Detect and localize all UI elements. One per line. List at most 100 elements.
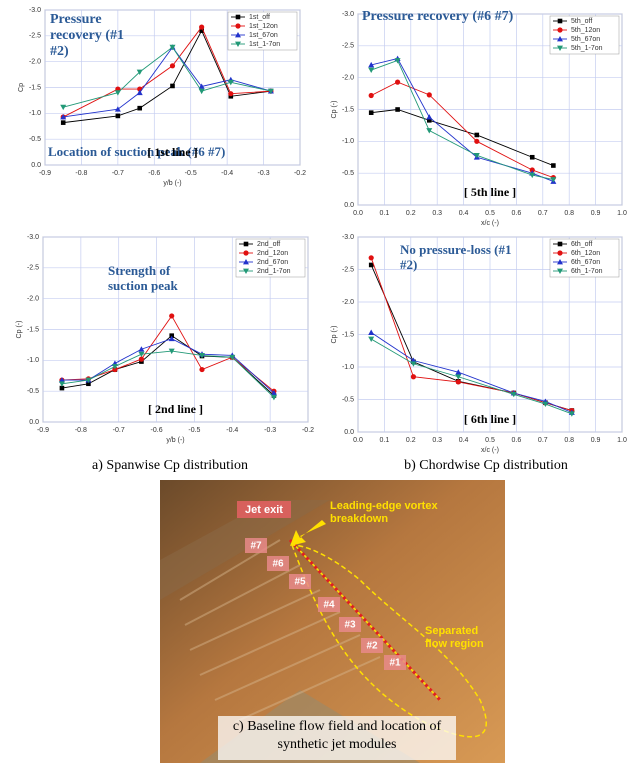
series-line — [371, 58, 554, 182]
annotation-box: Strength of suction peak — [108, 264, 178, 293]
marker — [394, 58, 401, 64]
x-tick-label: 0.4 — [459, 210, 469, 217]
marker — [529, 167, 535, 173]
panel-label: [ 5th line ] — [464, 185, 516, 199]
marker — [60, 120, 66, 125]
module-box — [339, 617, 361, 632]
x-tick-label: -0.8 — [75, 427, 87, 434]
y-tick-label: 0.0 — [344, 429, 354, 436]
y-tick-label: -2.5 — [27, 265, 39, 272]
y-tick-label: -2.0 — [342, 75, 354, 82]
x-tick-label: -0.6 — [148, 170, 160, 177]
marker — [86, 381, 91, 387]
panel-label: [ 2nd line ] — [148, 402, 203, 416]
legend-label: 6th_1-7on — [571, 268, 603, 275]
legend-marker — [235, 41, 241, 47]
marker — [169, 44, 176, 51]
marker — [368, 61, 375, 68]
marker — [455, 374, 462, 380]
marker — [138, 346, 145, 352]
marker — [228, 91, 234, 97]
module-label: #4 — [323, 600, 335, 611]
x-tick-label: 1.0 — [617, 210, 627, 217]
x-tick-label: 0.2 — [406, 210, 416, 217]
marker — [112, 366, 118, 373]
marker — [395, 79, 401, 85]
marker — [270, 390, 277, 396]
marker — [529, 154, 535, 160]
x-tick-label: 0.6 — [512, 210, 522, 217]
series-line — [370, 81, 554, 179]
marker — [426, 128, 433, 134]
x-tick-label: 0.5 — [485, 437, 495, 444]
jet-exit-box — [237, 501, 291, 518]
legend-label: 6th_off — [571, 241, 592, 248]
legend-marker — [557, 36, 563, 42]
x-tick-label: -0.4 — [226, 427, 238, 434]
photo-stripes — [179, 539, 381, 723]
legend-marker — [235, 32, 241, 38]
y-tick-label: 0.0 — [29, 419, 39, 426]
x-tick-label: 0.3 — [432, 437, 442, 444]
annotation-box: No pressure-loss (#1 #2) — [400, 243, 511, 272]
x-tick-label: 0.0 — [353, 210, 363, 217]
x-tick-label: 0.6 — [512, 437, 522, 444]
series-line — [370, 332, 573, 413]
y-tick-label: -3.0 — [342, 234, 354, 241]
module-box — [361, 638, 383, 653]
y-tick-label: -3.0 — [342, 11, 354, 18]
legend-marker — [557, 45, 563, 51]
panel-label: [ 6th line ] — [464, 412, 516, 426]
y-tick-label: -1.5 — [29, 84, 41, 91]
marker — [368, 110, 374, 115]
marker — [58, 377, 65, 383]
series-line — [61, 350, 275, 398]
x-tick-label: -0.2 — [294, 170, 306, 177]
vortex-note: Leading-edge vortex breakdown — [330, 500, 438, 525]
x-tick-label: 0.1 — [380, 210, 390, 217]
marker — [455, 369, 462, 375]
y-tick-label: -0.5 — [29, 136, 41, 143]
x-tick-label: 0.9 — [591, 437, 601, 444]
marker — [198, 88, 205, 95]
legend-label: 1st_67on — [249, 32, 278, 39]
marker — [542, 401, 549, 408]
legend-label: 2nd_1-7on — [257, 268, 291, 275]
marker — [410, 361, 417, 367]
module-label: #6 — [272, 559, 284, 570]
chart: -3.0 -2.5 -2.0 -1.5 -1.0 -0.5 0.0-0.9 -0.8 -0.7 -… — [18, 7, 306, 187]
x-axis-title: y/b (-) — [166, 437, 184, 444]
marker — [474, 138, 480, 144]
chart: -3.0 -2.5 -2.0 -1.5 -1.0 -0.5 0.00.0 0.1 0.2 0.3 0… — [331, 234, 627, 454]
caption: a) Spanwise Cp distribution — [92, 458, 248, 473]
marker — [114, 90, 121, 96]
y-tick-label: -1.5 — [342, 106, 354, 113]
marker — [169, 333, 175, 338]
separation-note: Separated flow region — [425, 625, 484, 650]
x-tick-label: 0.3 — [432, 210, 442, 217]
x-tick-label: -0.8 — [75, 170, 87, 177]
y-tick-label: -1.0 — [29, 110, 41, 117]
x-tick-label: 0.4 — [459, 437, 469, 444]
legend-marker — [235, 23, 241, 29]
y-axis-title: Cp (-) — [331, 101, 338, 119]
x-tick-label: 0.5 — [485, 210, 495, 217]
marker — [115, 113, 121, 119]
marker — [114, 106, 121, 112]
y-tick-label: -0.5 — [342, 396, 354, 403]
marker — [568, 411, 575, 417]
x-axis-title: y/b (-) — [163, 180, 181, 187]
caption: b) Chordwise Cp distribution — [404, 458, 568, 473]
annotation: Pressure recovery (#6 #7) — [362, 9, 514, 24]
x-tick-label: 0.1 — [380, 437, 390, 444]
module-box — [384, 655, 406, 670]
marker — [395, 107, 400, 112]
legend-label: 5th_off — [571, 18, 592, 25]
x-tick-label: -0.9 — [37, 427, 49, 434]
module-label: #1 — [389, 658, 401, 669]
legend-label: 5th_67on — [571, 36, 600, 43]
legend-label: 2nd_off — [257, 241, 280, 248]
marker — [60, 113, 67, 120]
x-axis-title: x/c (-) — [481, 447, 499, 454]
legend-marker — [243, 241, 249, 247]
